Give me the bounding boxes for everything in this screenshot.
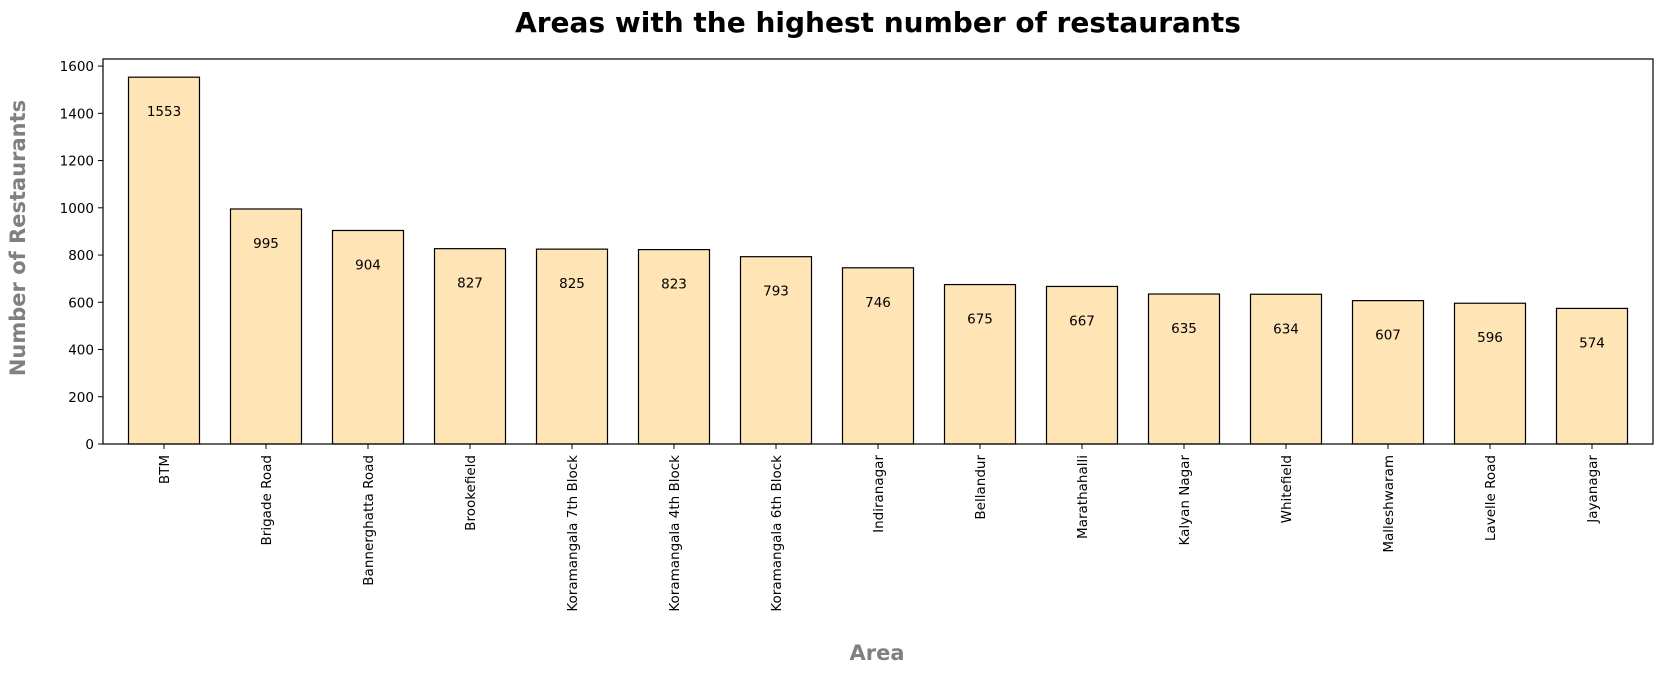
- x-tick-label: Malleshwaram: [1381, 455, 1397, 553]
- x-tick-label: Indiranagar: [871, 455, 887, 533]
- bar-value-label: 675: [967, 312, 993, 328]
- bar-value-label: 574: [1579, 335, 1605, 351]
- y-tick-label: 800: [68, 248, 94, 264]
- bar-value-label: 635: [1171, 321, 1197, 337]
- bar: [1147, 293, 1221, 445]
- chart-title: Areas with the highest number of restaur…: [515, 6, 1241, 39]
- bar: [229, 208, 303, 445]
- bar: [943, 283, 1017, 445]
- bar-value-label: 1553: [147, 104, 181, 120]
- x-tick-label: Kalyan Nagar: [1177, 455, 1193, 546]
- y-tick-label: 200: [68, 390, 94, 406]
- bar-value-label: 607: [1375, 328, 1401, 344]
- bar-value-label: 667: [1069, 313, 1095, 329]
- x-tick-label: Brookefield: [463, 455, 479, 531]
- bar-value-label: 596: [1477, 330, 1503, 346]
- bar: [1249, 293, 1323, 445]
- bar-value-label: 904: [355, 257, 381, 273]
- bar-value-label: 827: [457, 276, 483, 292]
- y-axis-ticks: 0 200 400 600 800 1000 1200 1400 1600: [60, 59, 103, 453]
- bar-value-label: 746: [865, 295, 891, 311]
- x-tick-label: Lavelle Road: [1483, 455, 1499, 541]
- y-tick-label: 0: [85, 437, 94, 453]
- x-tick-label: Brigade Road: [259, 455, 275, 545]
- bar: [1453, 302, 1527, 445]
- x-tick-label: BTM: [157, 455, 173, 484]
- x-tick-label: Jayanagar: [1585, 455, 1601, 524]
- x-tick-label: Bannerghatta Road: [361, 455, 377, 586]
- bar: [841, 267, 915, 445]
- x-tick-label: Koramangala 7th Block: [565, 455, 581, 612]
- bar: [127, 76, 201, 445]
- bar: [739, 256, 813, 445]
- data-labels-group: 1553 995 904 827 825 823 793 746 675 667 635 634 607…: [147, 104, 1605, 351]
- x-tick-label: Koramangala 6th Block: [769, 455, 785, 612]
- y-axis-label: Number of Restaurants: [6, 100, 30, 376]
- bar-value-label: 634: [1273, 321, 1299, 337]
- x-tick-label: Koramangala 4th Block: [667, 455, 683, 612]
- bar-value-label: 825: [559, 276, 585, 292]
- plot-frame: [102, 58, 1654, 445]
- x-tick-label: Marathahalli: [1075, 455, 1091, 539]
- bar-value-label: 995: [253, 236, 279, 252]
- y-tick-label: 1000: [60, 201, 94, 217]
- bar: [1045, 285, 1119, 445]
- bars-group: [127, 76, 1629, 445]
- x-axis-label: Area: [849, 641, 904, 665]
- bar-value-label: 793: [763, 284, 789, 300]
- x-axis-ticks: BTM Brigade Road Bannerghatta Road Brookefi…: [157, 444, 1601, 612]
- bar-value-label: 823: [661, 277, 687, 293]
- bar: [1555, 307, 1629, 445]
- x-tick-label: Bellandur: [973, 455, 989, 520]
- y-tick-label: 600: [68, 295, 94, 311]
- y-tick-label: 400: [68, 343, 94, 359]
- y-tick-label: 1200: [60, 154, 94, 170]
- x-tick-label: Whitefield: [1279, 455, 1295, 523]
- y-tick-label: 1400: [60, 106, 94, 122]
- y-tick-label: 1600: [60, 59, 94, 75]
- bar: [1351, 300, 1425, 445]
